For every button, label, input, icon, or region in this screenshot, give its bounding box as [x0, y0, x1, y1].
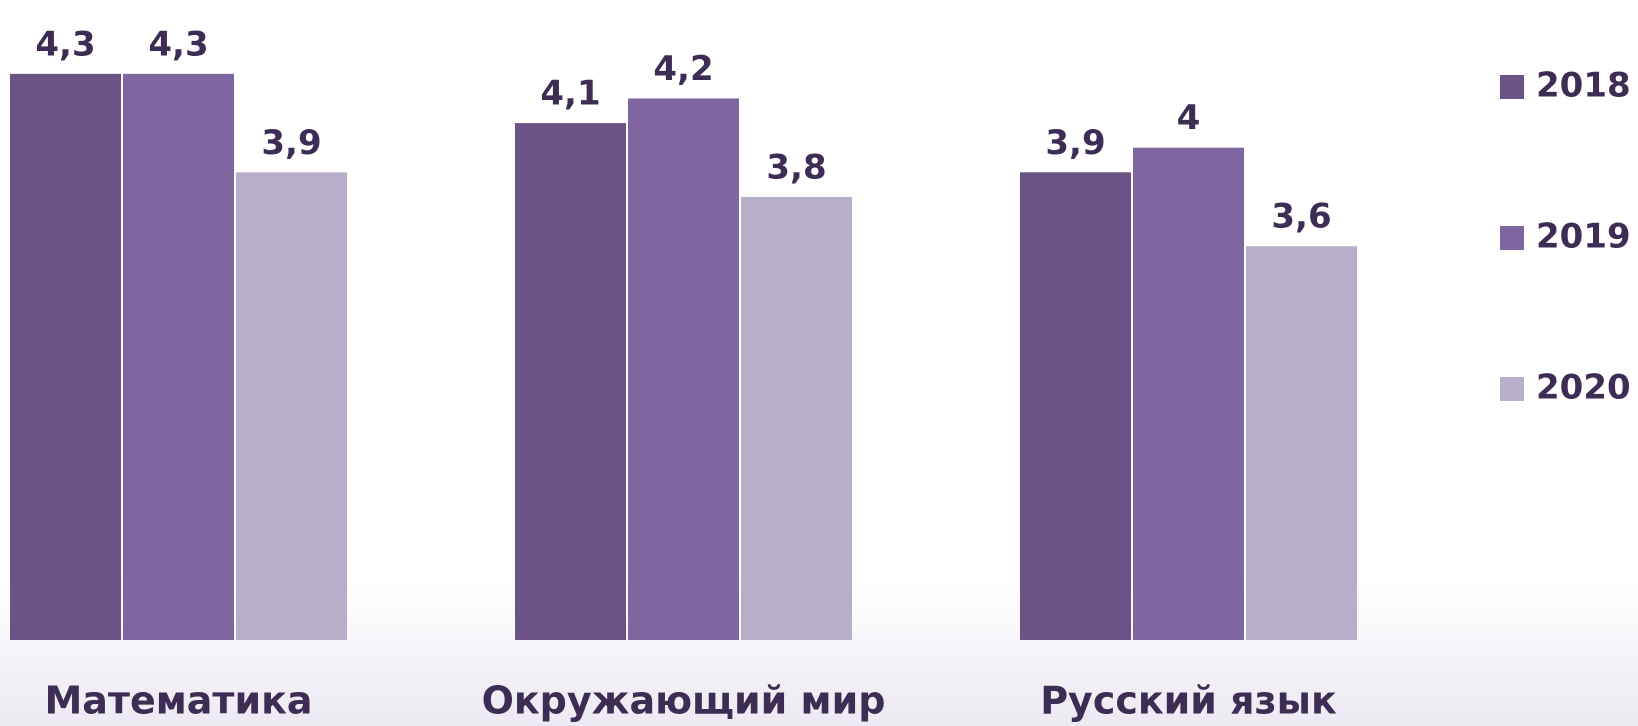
bar [1246, 246, 1357, 640]
value-label: 4,2 [653, 49, 713, 89]
value-label: 3,9 [261, 123, 321, 163]
value-label: 4 [1177, 98, 1201, 138]
value-label: 3,6 [1271, 197, 1331, 237]
legend-swatch [1500, 75, 1524, 99]
value-label: 4,3 [148, 24, 208, 64]
bar [123, 73, 234, 641]
value-label: 3,8 [766, 147, 826, 187]
legend-label: 2018 [1536, 66, 1631, 106]
legend-swatch [1500, 377, 1524, 401]
value-label: 4,1 [540, 74, 600, 114]
bar [515, 123, 626, 641]
category-label: Окружающий мир [482, 679, 886, 723]
bar [1020, 172, 1131, 641]
value-label: 4,3 [35, 24, 95, 64]
category-label: Математика [44, 679, 312, 723]
bar [236, 172, 347, 641]
category-label: Русский язык [1040, 679, 1337, 723]
bar [741, 196, 852, 640]
value-label: 3,9 [1045, 123, 1105, 163]
bar [10, 73, 121, 641]
bar [1133, 147, 1244, 640]
legend-label: 2019 [1536, 217, 1631, 257]
legend-label: 2020 [1536, 368, 1631, 408]
bar [628, 98, 739, 640]
legend-swatch [1500, 226, 1524, 250]
